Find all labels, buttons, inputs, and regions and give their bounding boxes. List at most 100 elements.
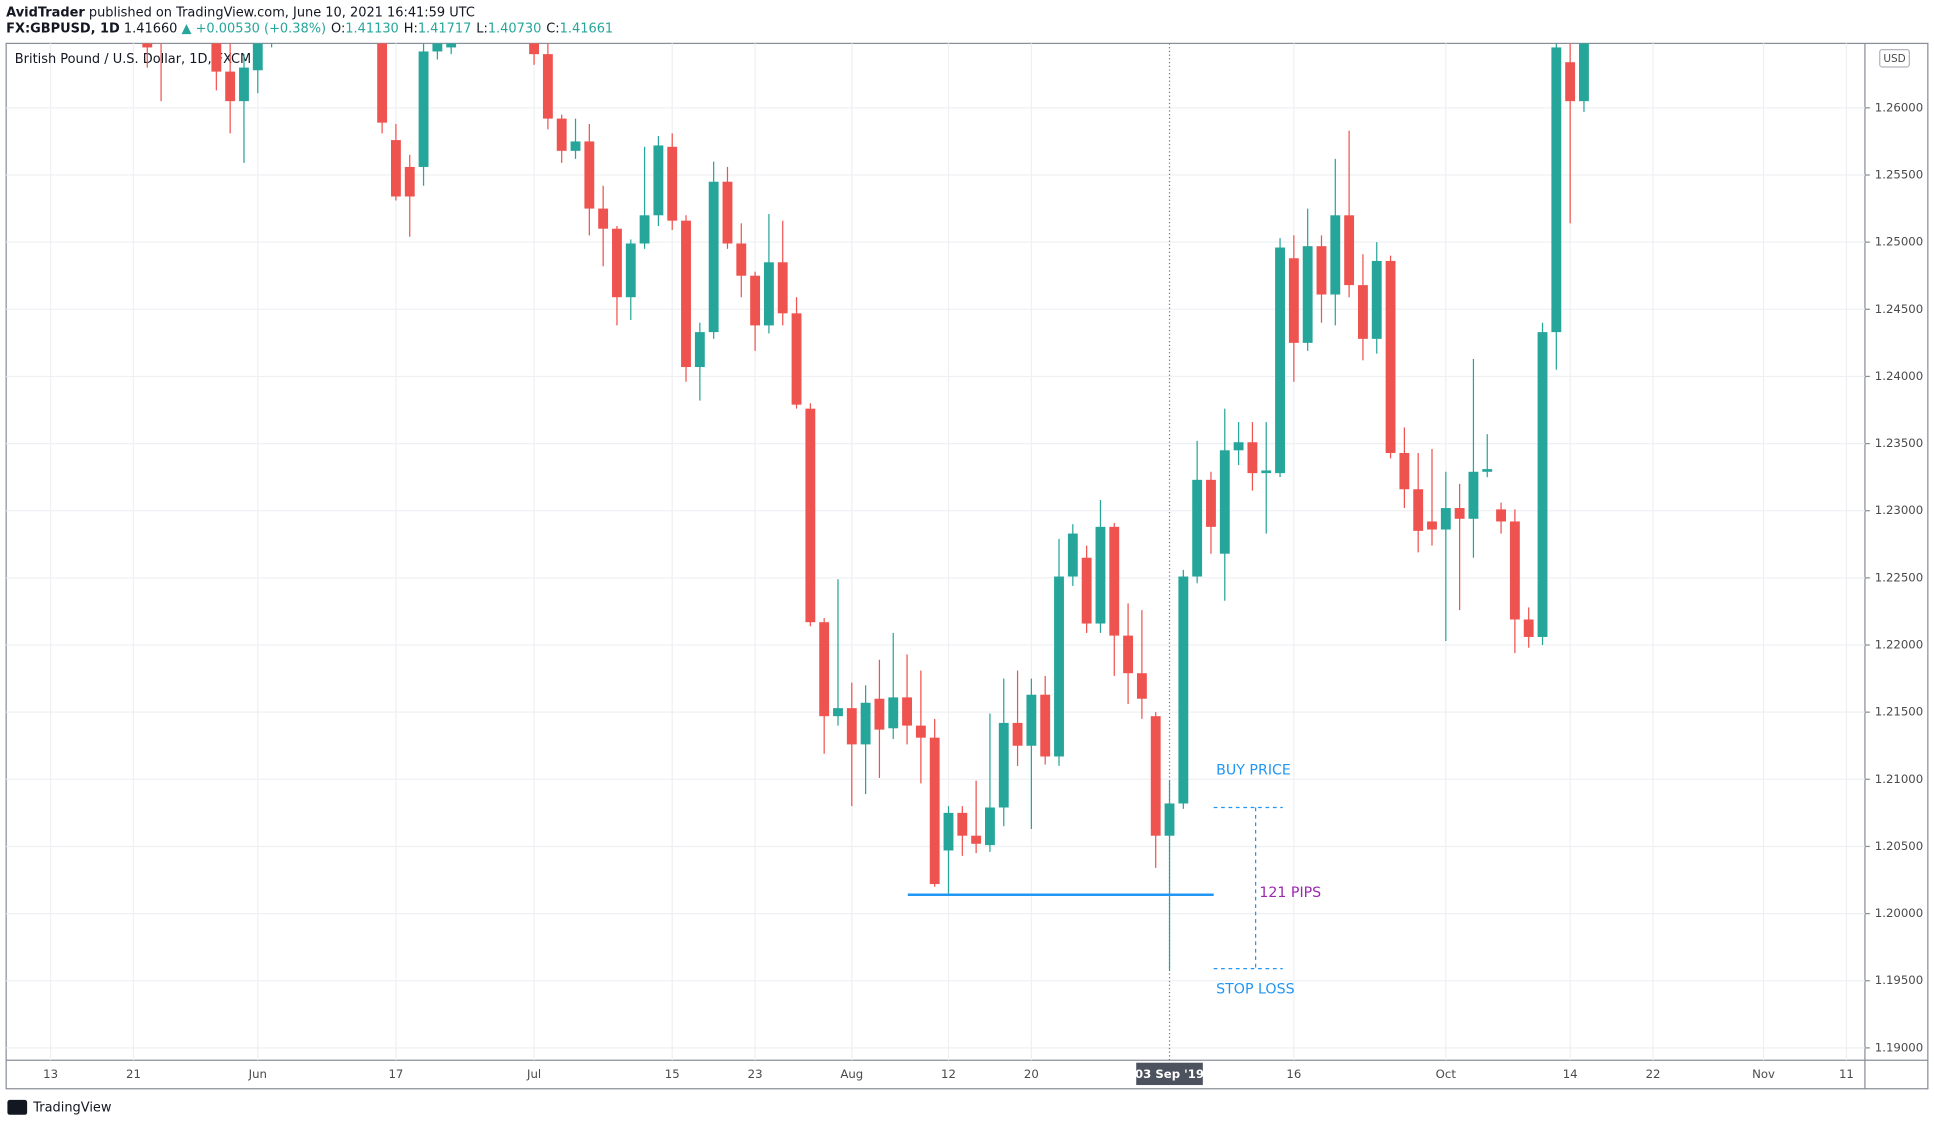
x-tick-label: Jul — [526, 1067, 541, 1081]
published: published on TradingView.com, June 10, 2… — [89, 5, 475, 20]
ohlc-label: L: — [476, 21, 488, 36]
x-tick-label: 22 — [1646, 1067, 1661, 1081]
candle-body — [1454, 508, 1465, 519]
candle-body — [639, 215, 650, 244]
ohlc-label: O: — [331, 21, 345, 36]
frame — [5, 42, 1929, 1090]
candle-body — [1150, 716, 1161, 836]
candle-body — [1233, 442, 1244, 451]
candle-body — [1427, 521, 1437, 530]
candle-body — [1440, 508, 1451, 530]
candle-body — [1482, 469, 1493, 472]
candle-body — [722, 181, 733, 244]
candle-body — [1385, 260, 1396, 453]
candle-body — [446, 43, 457, 48]
currency-box — [1879, 48, 1910, 68]
candle-body — [915, 725, 926, 738]
chart-title: British Pound / U.S. Dollar, 1D, FXCM — [15, 52, 251, 67]
x-tick-label: 15 — [665, 1067, 680, 1081]
candle-body — [681, 220, 691, 368]
candle-body — [1261, 470, 1272, 474]
candle-body — [1509, 521, 1520, 620]
candle-body — [998, 722, 1009, 808]
candle-body — [584, 141, 595, 209]
candle-body — [819, 622, 830, 717]
ohlc-label: C: — [546, 21, 559, 36]
candle-body — [1523, 619, 1534, 637]
logo-icon — [7, 1099, 28, 1115]
x-tick-label: 13 — [43, 1067, 58, 1081]
x-tick-label: 20 — [1024, 1067, 1039, 1081]
candle-body — [833, 708, 843, 717]
candle-body — [1178, 576, 1189, 804]
candle-body — [1302, 246, 1313, 343]
axes: 1.19000 1.19500 1.20000 1.20500 1.21000 1.215… — [43, 100, 1923, 1086]
candle-body — [1067, 533, 1078, 577]
candle-body — [860, 702, 871, 745]
change: ▲ +0.00530 (+0.38%) — [182, 21, 327, 36]
candle-body — [902, 697, 912, 726]
candle-body — [846, 708, 857, 745]
candle-body — [1206, 479, 1216, 527]
candle-body — [377, 43, 388, 123]
candle-body — [777, 262, 788, 314]
ohlc-label: H: — [404, 21, 418, 36]
candle-body — [805, 408, 816, 623]
last-price: 1.41660 — [124, 21, 177, 36]
x-tick-label: 12 — [941, 1067, 956, 1081]
candle-body — [1288, 258, 1299, 343]
candle-body — [239, 67, 249, 102]
candle-body — [598, 208, 609, 229]
candle-body — [1371, 260, 1382, 339]
candle-body — [1551, 47, 1562, 333]
candle-body — [390, 140, 401, 197]
y-tick-label: 1.25000 — [1875, 235, 1923, 249]
x-tick-label: 11 — [1839, 1067, 1854, 1081]
ohlc-value: 1.41717 — [418, 21, 471, 36]
crosshair-label-bg — [1136, 1062, 1203, 1086]
y-tick-label: 1.24000 — [1875, 369, 1923, 383]
x-tick-label: 03 Sep '19 — [1135, 1067, 1204, 1081]
candle-body — [971, 835, 982, 844]
y-tick-label: 1.25500 — [1875, 167, 1923, 181]
candle-body — [432, 43, 443, 52]
candle-body — [1081, 557, 1092, 624]
candle-body — [542, 54, 553, 119]
candle-body — [1026, 694, 1037, 746]
candle-body — [252, 43, 263, 71]
currency: USD — [1883, 53, 1905, 65]
candle-body — [985, 807, 995, 846]
y-tick-label: 1.24500 — [1875, 302, 1923, 316]
y-tick-label: 1.26000 — [1875, 100, 1923, 114]
candle-body — [1123, 635, 1134, 674]
symbol: FX:GBPUSD, 1D — [6, 21, 120, 36]
candle-body — [1192, 479, 1203, 577]
candle-body — [625, 243, 636, 298]
y-tick-label: 1.20000 — [1875, 906, 1923, 920]
candle-body — [1164, 803, 1175, 836]
x-tick-label: 21 — [126, 1067, 141, 1081]
plot — [142, 43, 1589, 1061]
candle-body — [1012, 722, 1023, 746]
candle-body — [1537, 332, 1548, 637]
ohlc-value: 1.41661 — [560, 21, 613, 36]
candle-body — [142, 43, 153, 48]
x-tick-label: Jun — [248, 1067, 267, 1081]
candle-body — [1136, 673, 1147, 699]
candle-body — [1219, 450, 1230, 554]
x-tick-label: Oct — [1436, 1067, 1457, 1081]
grid — [6, 43, 1865, 1061]
candle-body — [929, 737, 940, 885]
candle-body — [653, 145, 664, 216]
author: AvidTrader — [6, 5, 85, 20]
candle-body — [1399, 452, 1410, 490]
candle-body — [1565, 62, 1576, 102]
publish-info: AvidTrader published on TradingView.com,… — [6, 5, 475, 20]
candle-body — [694, 332, 705, 368]
ohlc-value: 1.40730 — [488, 21, 541, 36]
candle-body — [612, 228, 622, 298]
y-tick-label: 1.23500 — [1875, 436, 1923, 450]
x-tick-label: Aug — [840, 1067, 863, 1081]
symbol-line: FX:GBPUSD, 1D 1.41660 ▲ +0.00530 (+0.38%… — [6, 21, 613, 36]
